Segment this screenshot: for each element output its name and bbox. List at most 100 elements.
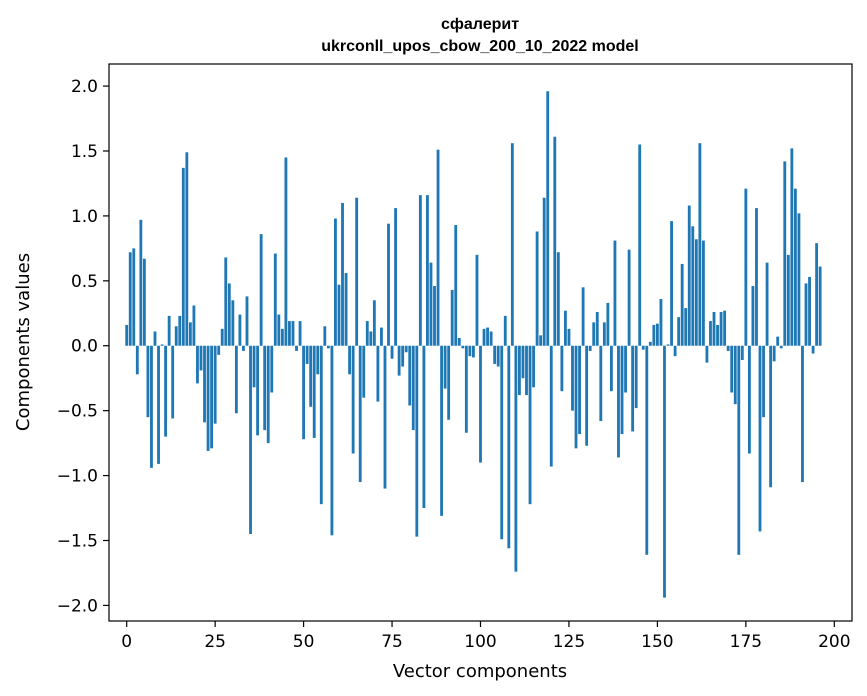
bar-72 [380, 327, 383, 346]
bar-129 [581, 287, 585, 346]
bar-179 [758, 345, 762, 532]
bar-36 [252, 345, 256, 388]
bar-73 [383, 345, 387, 489]
bar-123 [560, 345, 564, 392]
bar-127 [574, 345, 578, 449]
bar-22 [203, 345, 206, 423]
bar-158 [684, 308, 688, 346]
bar-1 [128, 252, 132, 346]
bar-69 [369, 331, 373, 346]
bar-40 [266, 345, 270, 444]
bar-193 [808, 276, 811, 346]
bar-63 [348, 345, 352, 375]
bar-149 [652, 324, 656, 346]
bar-56 [323, 326, 327, 346]
bar-175 [744, 188, 748, 346]
bar-10 [160, 344, 164, 346]
bar-51 [305, 345, 309, 364]
bar-37 [256, 345, 260, 436]
bar-96 [464, 345, 468, 433]
bar-162 [698, 143, 702, 346]
bar-146 [641, 345, 645, 350]
bar-143 [631, 345, 635, 432]
y-tick-label: 1.0 [71, 207, 98, 227]
bar-30 [231, 300, 235, 346]
bar-184 [776, 336, 780, 346]
bar-177 [751, 286, 755, 346]
bar-165 [709, 321, 712, 346]
bar-168 [719, 311, 723, 346]
bar-47 [291, 321, 295, 346]
x-axis-label: Vector components [393, 661, 567, 682]
bar-145 [638, 144, 642, 346]
bar-102 [486, 327, 489, 346]
x-tick-label: 25 [204, 632, 226, 652]
bar-159 [687, 205, 691, 346]
bar-171 [730, 345, 734, 393]
bar-32 [238, 314, 242, 346]
bar-42 [273, 253, 277, 346]
bar-191 [801, 345, 804, 483]
bar-9 [157, 345, 160, 464]
bar-18 [188, 322, 192, 346]
bar-79 [404, 345, 408, 353]
y-tick-label: 1.5 [71, 142, 98, 162]
bar-109 [510, 143, 514, 346]
bar-17 [185, 152, 189, 346]
bar-195 [815, 243, 819, 346]
bar-5 [142, 258, 146, 346]
bar-94 [457, 337, 461, 346]
bar-110 [514, 345, 518, 572]
bar-74 [387, 223, 390, 346]
bar-0 [125, 324, 129, 346]
bar-21 [199, 345, 203, 371]
bar-126 [571, 345, 574, 411]
bar-87 [433, 286, 436, 346]
bar-6 [146, 345, 150, 418]
bar-19 [192, 305, 196, 346]
bar-71 [376, 345, 380, 402]
bar-148 [648, 341, 652, 346]
bar-15 [178, 315, 182, 346]
bar-188 [790, 148, 794, 346]
bar-82 [415, 345, 419, 537]
bar-83 [418, 195, 422, 346]
bar-120 [549, 345, 553, 467]
bar-81 [411, 345, 415, 431]
bar-43 [277, 314, 281, 346]
bar-86 [429, 262, 433, 346]
bar-140 [620, 345, 624, 435]
bar-117 [539, 335, 543, 346]
bar-28 [224, 257, 228, 346]
bar-190 [797, 213, 801, 346]
bar-134 [599, 345, 603, 422]
bar-24 [210, 345, 214, 449]
bar-169 [723, 310, 727, 346]
bar-160 [691, 226, 695, 346]
bar-85 [426, 195, 429, 346]
bar-55 [319, 345, 323, 505]
bar-167 [716, 324, 719, 346]
bar-182 [769, 345, 773, 488]
bar-157 [680, 263, 684, 346]
bar-38 [259, 234, 263, 346]
y-tick-label: −2.0 [57, 596, 98, 616]
bar-153 [666, 344, 670, 346]
bar-75 [390, 345, 394, 359]
bar-3 [135, 345, 139, 375]
bar-194 [811, 345, 815, 354]
bar-103 [489, 331, 493, 346]
bar-11 [164, 345, 168, 437]
x-tick-label: 200 [818, 632, 850, 652]
bar-118 [542, 197, 546, 346]
bar-2 [132, 248, 136, 346]
bar-192 [804, 283, 808, 346]
bar-136 [606, 302, 610, 346]
bar-58 [330, 345, 334, 536]
bar-20 [196, 345, 199, 384]
bar-181 [765, 262, 769, 346]
bar-107 [503, 315, 507, 346]
y-tick-label: 0.0 [71, 337, 98, 357]
bar-178 [755, 208, 758, 346]
